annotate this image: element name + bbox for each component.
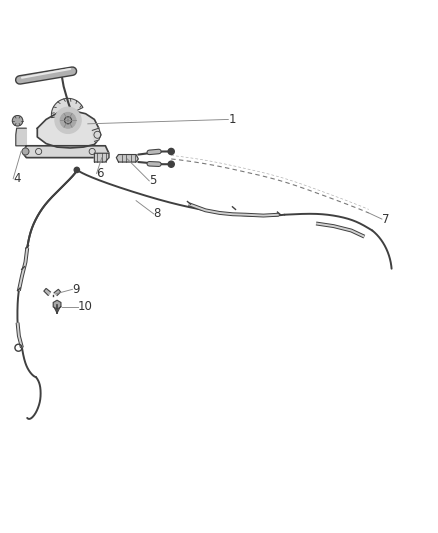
Polygon shape (53, 300, 61, 309)
Text: 10: 10 (78, 301, 93, 313)
Text: 8: 8 (153, 207, 161, 220)
Text: 7: 7 (381, 213, 389, 225)
Polygon shape (44, 288, 50, 295)
Text: 9: 9 (72, 283, 80, 296)
Polygon shape (92, 128, 101, 141)
Polygon shape (37, 111, 99, 148)
Polygon shape (116, 155, 138, 162)
Polygon shape (23, 146, 109, 158)
Text: 5: 5 (149, 174, 156, 188)
Circle shape (168, 148, 174, 155)
Circle shape (12, 116, 23, 126)
Text: 1: 1 (228, 113, 235, 126)
Circle shape (60, 112, 76, 128)
Text: 4: 4 (13, 172, 21, 185)
Circle shape (168, 161, 174, 167)
Circle shape (74, 167, 79, 173)
Circle shape (22, 148, 29, 155)
Circle shape (55, 107, 81, 133)
Polygon shape (54, 289, 60, 295)
Polygon shape (51, 99, 83, 118)
Text: 6: 6 (96, 167, 104, 180)
Polygon shape (16, 128, 26, 146)
Polygon shape (94, 154, 109, 162)
